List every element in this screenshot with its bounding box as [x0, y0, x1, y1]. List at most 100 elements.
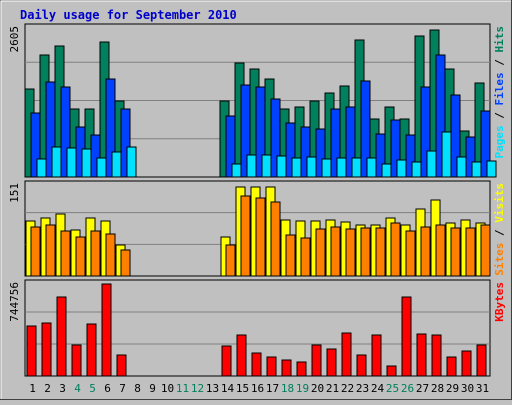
bar-kbytes-day-29	[446, 356, 457, 377]
bar-files-day-28	[435, 54, 446, 178]
bar-pages-day-31	[486, 160, 497, 178]
panel-visits-sites-series-label: Sites / Visits	[493, 183, 506, 276]
series-label-part: /	[493, 223, 506, 243]
bar-files-day-20	[315, 128, 326, 178]
bar-sites-day-17	[270, 201, 281, 277]
x-tick-label-day-31: 31	[476, 382, 489, 395]
bar-sites-day-29	[450, 227, 461, 277]
bar-sites-day-21	[330, 226, 341, 277]
bar-pages-day-28	[441, 131, 452, 178]
x-tick-label-day-9: 9	[149, 382, 156, 395]
x-tick-label-day-30: 30	[461, 382, 474, 395]
bar-kbytes-day-24	[371, 334, 382, 377]
bar-files-day-23	[360, 80, 371, 178]
x-tick-label-day-11: 11	[176, 382, 189, 395]
bar-files-day-27	[420, 86, 431, 178]
bar-sites-day-18	[285, 234, 296, 277]
bar-kbytes-day-16	[251, 352, 262, 377]
bar-sites-day-19	[300, 237, 311, 277]
bar-files-day-26	[405, 134, 416, 178]
bar-pages-day-26	[411, 161, 422, 178]
bar-kbytes-day-31	[476, 344, 487, 377]
bar-pages-day-5	[96, 157, 107, 178]
series-label-part: Pages	[493, 125, 506, 158]
x-tick-label-day-28: 28	[431, 382, 444, 395]
bar-pages-day-25	[396, 159, 407, 178]
bar-sites-day-20	[315, 228, 326, 277]
bar-pages-day-1	[36, 158, 47, 178]
bar-sites-day-1	[30, 226, 41, 277]
bar-files-day-21	[330, 108, 341, 178]
bar-pages-day-7	[126, 146, 137, 178]
bar-pages-day-24	[381, 163, 392, 178]
bar-kbytes-day-2	[41, 322, 52, 377]
x-tick-label-day-10: 10	[161, 382, 174, 395]
bar-sites-day-2	[45, 224, 56, 277]
bar-kbytes-day-23	[356, 354, 367, 377]
x-tick-label-day-17: 17	[266, 382, 279, 395]
bar-sites-day-4	[75, 236, 86, 277]
x-tick-label-day-2: 2	[44, 382, 51, 395]
panel-hits-files-pages-series-label: Pages / Files / Hits	[493, 26, 506, 159]
bar-kbytes-day-3	[56, 296, 67, 377]
bar-sites-day-6	[105, 233, 116, 277]
x-tick-label-day-29: 29	[446, 382, 459, 395]
x-tick-label-day-16: 16	[251, 382, 264, 395]
x-tick-label-day-22: 22	[341, 382, 354, 395]
bar-sites-day-23	[360, 227, 371, 277]
bar-kbytes-day-27	[416, 333, 427, 377]
chart-title: Daily usage for September 2010	[20, 8, 237, 22]
bar-sites-day-27	[420, 226, 431, 277]
bar-pages-day-19	[306, 156, 317, 178]
bar-kbytes-day-17	[266, 356, 277, 377]
bar-files-day-15	[240, 84, 251, 178]
panel-kbytes-series-label: KBytes	[493, 282, 506, 322]
series-label-part: Visits	[493, 183, 506, 223]
bar-files-day-14	[225, 115, 236, 178]
bar-kbytes-day-5	[86, 323, 97, 377]
bar-files-day-16	[255, 86, 266, 178]
x-tick-label-day-6: 6	[104, 382, 111, 395]
x-tick-label-day-20: 20	[311, 382, 324, 395]
bar-sites-day-24	[375, 227, 386, 277]
bar-pages-day-22	[351, 157, 362, 178]
bar-kbytes-day-25	[386, 365, 397, 377]
bar-pages-day-2	[51, 146, 62, 178]
bar-sites-day-15	[240, 195, 251, 277]
x-tick-label-day-24: 24	[371, 382, 385, 395]
bar-kbytes-day-6	[101, 283, 112, 377]
bar-files-day-24	[375, 133, 386, 178]
bar-sites-day-3	[60, 230, 71, 277]
bar-kbytes-day-21	[326, 348, 337, 377]
bar-sites-day-28	[435, 224, 446, 277]
bar-kbytes-day-1	[26, 325, 37, 377]
bar-kbytes-day-18	[281, 359, 292, 377]
bar-files-day-3	[60, 86, 71, 178]
x-tick-label-day-14: 14	[221, 382, 235, 395]
bar-files-day-2	[45, 81, 56, 178]
x-tick-label-day-13: 13	[206, 382, 219, 395]
x-tick-label-day-7: 7	[119, 382, 126, 395]
bar-pages-day-14	[231, 163, 242, 178]
series-label-part: KBytes	[493, 282, 506, 322]
bar-sites-day-7	[120, 249, 131, 277]
x-tick-label-day-19: 19	[296, 382, 309, 395]
x-tick-label-day-12: 12	[191, 382, 204, 395]
bar-files-day-31	[480, 110, 491, 178]
series-label-part: Files	[493, 72, 506, 105]
bar-pages-day-4	[81, 148, 92, 178]
x-tick-label-day-3: 3	[59, 382, 66, 395]
x-tick-label-day-5: 5	[89, 382, 96, 395]
bar-files-day-19	[300, 126, 311, 178]
bar-files-day-6	[105, 78, 116, 178]
x-tick-label-day-1: 1	[29, 382, 36, 395]
bar-kbytes-day-15	[236, 334, 247, 377]
bar-files-day-25	[390, 119, 401, 178]
bar-kbytes-day-19	[296, 361, 307, 377]
x-tick-label-day-26: 26	[401, 382, 414, 395]
series-label-part: /	[493, 106, 506, 126]
bar-sites-day-22	[345, 228, 356, 277]
bar-sites-day-16	[255, 197, 266, 277]
bar-kbytes-day-26	[401, 296, 412, 377]
